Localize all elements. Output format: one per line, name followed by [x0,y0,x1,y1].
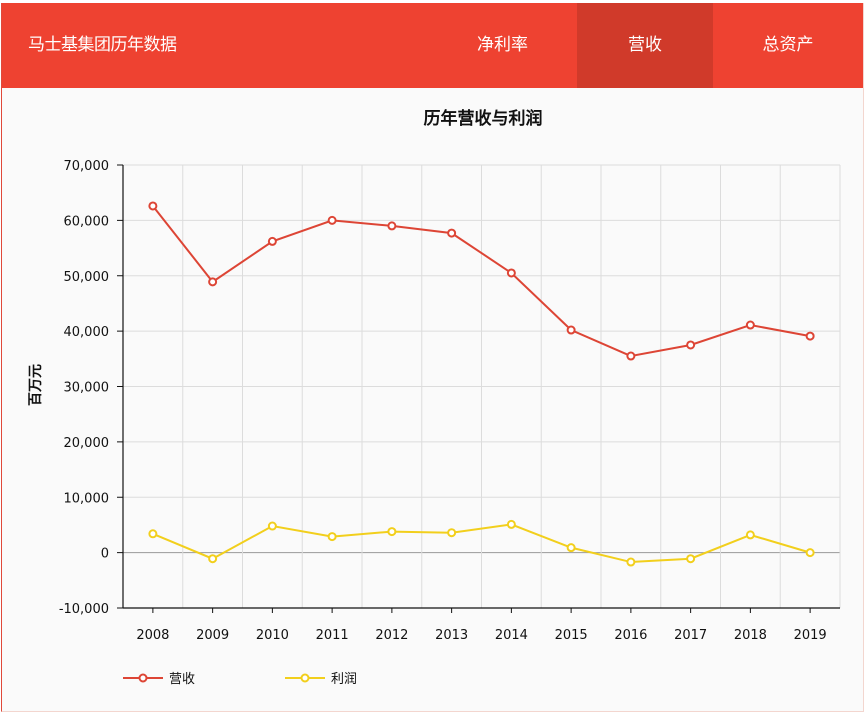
data-point[interactable] [267,236,277,246]
nav-tabs: 净利率 营收 总资产 [428,3,863,88]
y-tick-label: 60,000 [64,214,110,229]
data-point[interactable] [148,201,158,211]
y-tick-label: 70,000 [64,159,110,174]
tab-net-margin[interactable]: 净利率 [477,35,528,55]
x-tick-label: 2013 [435,628,468,643]
tab-total-assets[interactable]: 总资产 [762,35,814,55]
data-point[interactable] [387,221,397,231]
y-tick-label: 10,000 [64,491,110,506]
data-point[interactable] [506,268,516,278]
legend-marker-icon [300,673,310,683]
data-point[interactable] [805,548,815,558]
x-tick-label: 2019 [794,628,827,643]
data-point[interactable] [387,527,397,537]
chart-title: 历年营收与利润 [424,108,543,129]
data-point[interactable] [686,340,696,350]
y-tick-label: 0 [101,547,109,562]
legend-label: 营收 [169,672,195,687]
legend-label: 利润 [331,672,357,687]
data-point[interactable] [805,331,815,341]
axes: -10,000 0 10,000 20,000 30,000 40,000 50,000 60… [59,159,840,643]
x-tick-label: 2016 [614,628,647,643]
x-tick-label: 2014 [495,628,528,643]
data-point[interactable] [327,215,337,225]
x-tick-label: 2008 [136,628,169,643]
series-lines [148,201,815,567]
series-line [152,523,811,564]
data-point[interactable] [626,557,636,567]
y-tick-label: 20,000 [64,436,110,451]
data-point[interactable] [626,351,636,361]
y-tick-label: 30,000 [64,381,110,396]
data-point[interactable] [745,320,755,330]
x-tick-label: 2009 [196,628,229,643]
data-point[interactable] [686,554,696,564]
data-point[interactable] [566,325,576,335]
series-line [152,205,811,358]
top-header: 马士基集团历年数据 净利率 营收 总资产 [2,3,863,88]
x-tick-label: 2015 [555,628,588,643]
legend-item[interactable]: 营收 [123,672,195,687]
x-tick-label: 2017 [674,628,707,643]
data-point[interactable] [327,532,337,542]
tab-revenue[interactable]: 营收 [577,3,713,88]
data-point[interactable] [447,528,457,538]
data-point[interactable] [208,554,218,564]
data-point[interactable] [745,530,755,540]
y-tick-label: -10,000 [59,602,109,617]
y-tick-label: 50,000 [64,270,110,285]
x-tick-label: 2010 [256,628,289,643]
chart-container: 历年营收与利润 百万元 -10,000 0 10,000 20,000 30,000 40… [2,88,865,712]
data-point[interactable] [566,543,576,553]
data-point[interactable] [506,519,516,529]
data-point[interactable] [148,529,158,539]
brand-title: 马士基集团历年数据 [28,35,177,55]
grid-lines [123,164,841,609]
x-tick-label: 2012 [375,628,408,643]
y-axis-label: 百万元 [28,364,44,406]
legend-item[interactable]: 利润 [285,672,357,687]
data-point[interactable] [447,228,457,238]
y-tick-label: 40,000 [64,325,110,340]
data-point[interactable] [267,521,277,531]
legend-marker-icon [138,673,148,683]
line-chart: 历年营收与利润 百万元 -10,000 0 10,000 20,000 30,000 40… [28,108,841,687]
data-point[interactable] [208,277,218,287]
legend: 营收 利润 [123,672,357,687]
page-frame: 马士基集团历年数据 净利率 营收 总资产 历年营收与利润 百万元 -10,000… [1,3,864,712]
x-tick-label: 2018 [734,628,767,643]
x-tick-label: 2011 [316,628,349,643]
